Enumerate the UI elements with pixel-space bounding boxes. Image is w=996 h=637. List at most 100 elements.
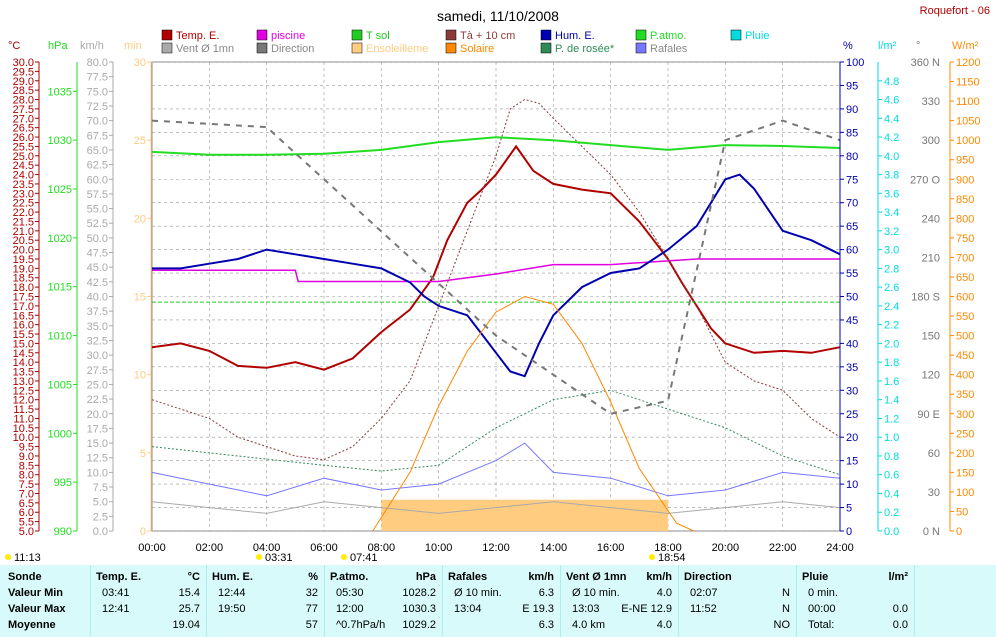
summary-time: Total: bbox=[808, 619, 835, 631]
rain-axis-tick: 3.4 bbox=[884, 207, 899, 219]
solar-axis-tick: 1100 bbox=[956, 96, 980, 108]
wind-axis-tick: 62.5 bbox=[87, 160, 108, 172]
summary-unit: km/h bbox=[528, 571, 554, 583]
temp-axis-tick: 13.5 bbox=[13, 367, 34, 379]
x-tick-label: 08:00 bbox=[368, 542, 396, 554]
summary-unit: km/h bbox=[646, 571, 672, 583]
solar-axis-tick: 850 bbox=[956, 194, 974, 206]
rain-axis-tick: 0.6 bbox=[884, 470, 899, 482]
event-mid1-marker bbox=[256, 554, 262, 560]
legend-label-temp: Temp. E. bbox=[176, 30, 219, 42]
wind-axis-tick: 32.5 bbox=[87, 335, 108, 347]
legend-swatch-temp bbox=[161, 29, 173, 41]
temp-axis-tick: 25.5 bbox=[13, 141, 34, 153]
axis-unit-label: km/h bbox=[80, 40, 104, 52]
summary-time: 11:52 bbox=[690, 603, 717, 615]
legend-label-pluie: Pluie bbox=[745, 30, 769, 42]
wind-axis-tick: 75.0 bbox=[87, 86, 108, 98]
dir-axis-tick: 0 N bbox=[923, 526, 940, 538]
rain-axis-tick: 2.6 bbox=[884, 282, 899, 294]
rain-axis-tick: 0.4 bbox=[884, 488, 899, 500]
solar-axis-tick: 450 bbox=[956, 350, 974, 362]
summary-header: Hum. E. bbox=[212, 571, 253, 583]
dir-axis-tick: 180 S bbox=[911, 292, 940, 304]
solar-axis-tick: 250 bbox=[956, 428, 974, 440]
sun-axis-tick: 5 bbox=[140, 448, 146, 460]
temp-axis-tick: 21.0 bbox=[13, 226, 34, 238]
axis-unit-label: % bbox=[843, 40, 853, 52]
summary-value: E-NE 12.9 bbox=[621, 603, 672, 615]
wind-axis-tick: 57.5 bbox=[87, 189, 108, 201]
patm-axis-tick: 1030 bbox=[48, 135, 72, 147]
temp-axis-tick: 16.0 bbox=[13, 320, 34, 332]
x-tick-label: 10:00 bbox=[425, 542, 453, 554]
summary-value: 6.3 bbox=[538, 587, 554, 599]
summary-time: 0 min. bbox=[808, 587, 838, 599]
temp-axis-tick: 24.0 bbox=[13, 170, 34, 182]
solar-axis-tick: 1000 bbox=[956, 135, 980, 147]
temp-axis-tick: 14.5 bbox=[13, 348, 34, 360]
temp-axis-tick: 27.0 bbox=[13, 113, 34, 125]
solar-axis-tick: 0 bbox=[956, 526, 962, 538]
event-mid3-marker bbox=[649, 554, 655, 560]
event-left-marker bbox=[5, 554, 11, 560]
axis-unit-label: °C bbox=[8, 40, 20, 52]
patm-axis-tick: 1000 bbox=[48, 428, 72, 440]
summary-value: 4.0 bbox=[656, 587, 672, 599]
wind-axis-tick: 55.0 bbox=[87, 204, 108, 216]
series-rafales-line bbox=[151, 442, 841, 497]
solar-axis-tick: 800 bbox=[956, 213, 974, 225]
rain-axis-tick: 4.2 bbox=[884, 132, 899, 144]
summary-row-label: Valeur Min bbox=[8, 587, 64, 599]
solar-axis-tick: 600 bbox=[956, 292, 974, 304]
summary-value: 4.0 bbox=[656, 619, 672, 631]
summary-value: 1029.2 bbox=[402, 619, 436, 631]
hum-axis-tick: 15 bbox=[846, 456, 858, 468]
wind-axis-tick: 0.0 bbox=[93, 526, 108, 538]
hum-axis-tick: 10 bbox=[846, 479, 858, 491]
x-tick-label: 00:00 bbox=[138, 542, 166, 554]
rain-axis-tick: 2.8 bbox=[884, 263, 899, 275]
temp-axis-tick: 18.0 bbox=[13, 282, 34, 294]
dir-axis-tick: 150 bbox=[922, 331, 940, 343]
hum-axis-tick: 50 bbox=[846, 292, 858, 304]
hum-axis-tick: 85 bbox=[846, 127, 858, 139]
temp-axis-tick: 25.0 bbox=[13, 151, 34, 163]
temp-axis-tick: 11.0 bbox=[13, 413, 34, 425]
summary-col: Temp. E. °C 03:41 15.4 12:41 25.7 19.04 bbox=[92, 565, 207, 637]
temp-axis-tick: 23.5 bbox=[13, 179, 34, 191]
temp-axis-tick: 13.0 bbox=[13, 376, 34, 388]
summary-value: E 19.3 bbox=[522, 603, 554, 615]
temp-axis-tick: 20.0 bbox=[13, 245, 34, 257]
summary-header: Temp. E. bbox=[96, 571, 142, 583]
legend-label-solaire: Solaire bbox=[460, 43, 494, 55]
summary-time: Ø 10 min. bbox=[572, 587, 620, 599]
temp-axis-tick: 12.5 bbox=[13, 385, 34, 397]
wind-axis-tick: 50.0 bbox=[87, 233, 108, 245]
axis-unit-label: ° bbox=[916, 40, 920, 52]
sun-axis-tick: 15 bbox=[134, 292, 146, 304]
wind-axis-tick: 70.0 bbox=[87, 116, 108, 128]
rain-axis-tick: 2.4 bbox=[884, 301, 899, 313]
temp-axis-tick: 9.0 bbox=[19, 451, 34, 463]
summary-value: 1030.3 bbox=[402, 603, 436, 615]
summary-time: 13:04 bbox=[454, 603, 482, 615]
temp-axis-tick: 30.0 bbox=[13, 57, 34, 69]
patm-axis-tick: 990 bbox=[54, 526, 72, 538]
temp-axis-tick: 28.0 bbox=[13, 95, 34, 107]
temp-axis-tick: 28.5 bbox=[13, 85, 34, 97]
rain-axis-tick: 3.2 bbox=[884, 226, 899, 238]
sun-axis-tick: 20 bbox=[134, 213, 146, 225]
x-tick-label: 16:00 bbox=[597, 542, 625, 554]
event-left-label: 11:13 bbox=[14, 552, 41, 564]
x-tick-label: 24:00 bbox=[826, 542, 854, 554]
series-rosee-line bbox=[151, 389, 841, 476]
solar-axis-tick: 1050 bbox=[956, 116, 980, 128]
solar-axis-tick: 500 bbox=[956, 331, 974, 343]
temp-axis-tick: 7.5 bbox=[19, 479, 34, 491]
patm-axis-tick: 1020 bbox=[48, 233, 72, 245]
summary-value: 19.04 bbox=[172, 619, 200, 631]
summary-header: P.atmo. bbox=[330, 571, 369, 583]
solar-axis-tick: 100 bbox=[956, 487, 974, 499]
temp-axis-tick: 18.5 bbox=[13, 273, 34, 285]
